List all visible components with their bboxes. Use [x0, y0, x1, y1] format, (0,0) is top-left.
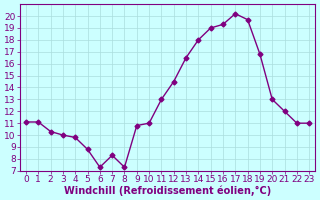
X-axis label: Windchill (Refroidissement éolien,°C): Windchill (Refroidissement éolien,°C) — [64, 185, 271, 196]
